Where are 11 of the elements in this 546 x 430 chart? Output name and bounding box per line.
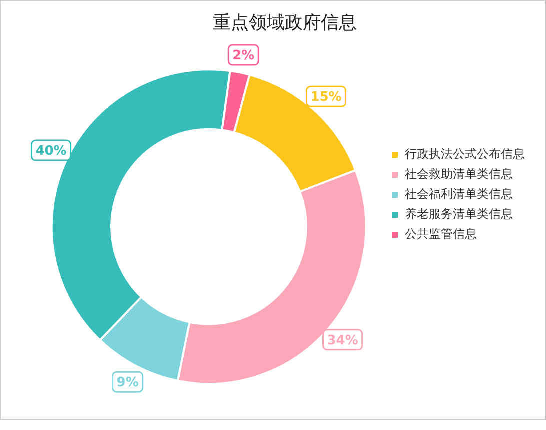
data-label: 40% <box>36 144 67 159</box>
data-label: 9% <box>116 375 139 390</box>
data-label: 2% <box>232 48 255 64</box>
chart-title: 重点领域政府信息 <box>213 12 357 34</box>
legend-label: 行政执法公式公布信息 <box>405 147 525 162</box>
legend-label: 社会福利清单类信息 <box>405 187 513 202</box>
legend-label: 养老服务清单类信息 <box>405 207 513 222</box>
legend-label: 社会救助清单类信息 <box>405 167 513 182</box>
data-label: 34% <box>327 333 358 348</box>
data-label: 15% <box>310 90 342 105</box>
legend-label: 公共监管信息 <box>405 227 477 242</box>
